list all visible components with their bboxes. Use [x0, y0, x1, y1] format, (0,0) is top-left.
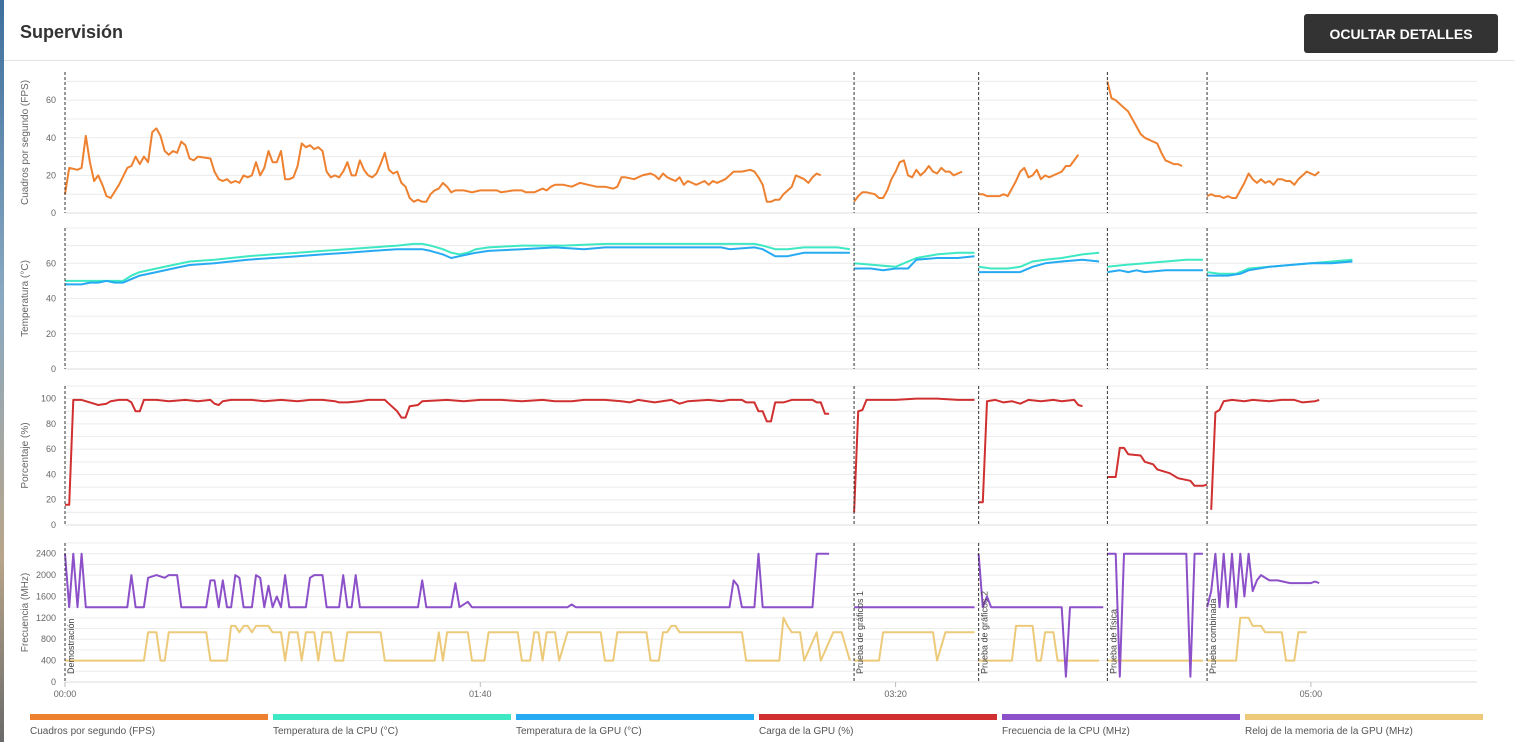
series-line-cpu-temp [978, 251, 1100, 270]
test-marker-label: Demostración [66, 618, 76, 674]
series-line-gpu-mem-clock [1207, 616, 1307, 662]
y-tick-label: 60 [46, 444, 56, 454]
y-tick-label: 20 [46, 170, 56, 180]
page-title: Supervisión [20, 22, 124, 42]
series-line-fps [64, 127, 822, 203]
legend-swatch [759, 714, 997, 720]
y-tick-label: 1600 [36, 591, 56, 601]
legend-swatch [516, 714, 754, 720]
y-tick-label: 20 [46, 329, 56, 339]
series-line-gpu-load [978, 398, 1083, 504]
y-axis-label: Frecuencia (MHz) [20, 573, 31, 652]
test-marker-label: Prueba de gráficos 2 [980, 591, 990, 674]
legend-label: Reloj de la memoria de la GPU (MHz) [1245, 726, 1413, 737]
y-tick-label: 80 [46, 419, 56, 429]
test-marker-label: Prueba de gráficos 1 [855, 591, 865, 674]
series-line-gpu-temp [978, 258, 1100, 274]
y-axis-label: Porcentaje (%) [20, 422, 31, 488]
x-tick-label: 00:00 [54, 689, 77, 699]
y-tick-label: 800 [41, 634, 56, 644]
legend-item-gpu-temp[interactable]: Temperatura de la GPU (°C) [516, 714, 754, 742]
series-line-fps [853, 159, 963, 203]
background-edge [0, 0, 4, 742]
y-tick-label: 100 [41, 394, 56, 404]
y-axis-label: Cuadros por segundo (FPS) [20, 80, 31, 205]
legend-item-fps[interactable]: Cuadros por segundo (FPS) [30, 714, 268, 742]
series-line-cpu-temp [1107, 258, 1203, 268]
y-tick-label: 400 [41, 656, 56, 666]
hide-details-button[interactable]: OCULTAR DETALLES [1304, 14, 1498, 53]
y-tick-label: 0 [51, 677, 56, 687]
legend-swatch [1002, 714, 1240, 720]
series-line-gpu-temp [1207, 260, 1353, 277]
y-tick-label: 0 [51, 364, 56, 374]
legend-label: Temperatura de la GPU (°C) [516, 726, 642, 737]
y-tick-label: 40 [46, 469, 56, 479]
series-line-gpu-temp [65, 246, 850, 286]
y-tick-label: 0 [51, 208, 56, 218]
legend-item-gpu-load[interactable]: Carga de la GPU (%) [759, 714, 997, 742]
series-line-gpu-mem-clock [65, 616, 851, 662]
series-line-gpu-load [853, 397, 975, 513]
series-line-gpu-temp [854, 255, 975, 272]
series-line-cpu-freq [64, 552, 830, 609]
y-tick-label: 40 [46, 133, 56, 143]
y-tick-label: 40 [46, 294, 56, 304]
series-line-fps [978, 154, 1080, 198]
x-tick-label: 03:20 [884, 689, 907, 699]
monitoring-chart: 0 20 40 60 Cuadros por segundo (FPS) 0 20 40 60 T… [20, 72, 1477, 699]
test-marker-label: Prueba combinada [1208, 598, 1218, 674]
y-tick-label: 2400 [36, 549, 56, 559]
legend-label: Frecuencia de la CPU (MHz) [1002, 726, 1130, 737]
y-tick-label: 60 [46, 95, 56, 105]
series-line-cpu-freq [1107, 552, 1203, 678]
legend-label: Temperatura de la CPU (°C) [273, 726, 399, 737]
legend-swatch [273, 714, 511, 720]
series-line-gpu-mem-clock [854, 631, 975, 662]
series-line-gpu-load [1107, 446, 1208, 487]
series-line-cpu-freq [1206, 552, 1320, 609]
legend-label: Cuadros por segundo (FPS) [30, 726, 156, 737]
test-marker-label: Prueba de física [1108, 609, 1118, 674]
series-line-gpu-load [1210, 398, 1320, 510]
series-line-fps [1106, 81, 1183, 167]
y-tick-label: 20 [46, 495, 56, 505]
series-line-gpu-load [65, 398, 830, 506]
y-tick-label: 2000 [36, 570, 56, 580]
y-tick-label: 60 [46, 258, 56, 268]
legend-item-cpu-freq[interactable]: Frecuencia de la CPU (MHz) [1002, 714, 1240, 742]
legend-label: Carga de la GPU (%) [759, 726, 854, 737]
y-axis-label: Temperatura (°C) [20, 260, 31, 337]
legend-item-cpu-temp[interactable]: Temperatura de la CPU (°C) [273, 714, 511, 742]
series-line-fps [1206, 170, 1320, 199]
x-tick-label: 05:00 [1300, 689, 1323, 699]
legend-swatch [1245, 714, 1483, 720]
legend-swatch [30, 714, 268, 720]
series-line-cpu-freq [977, 553, 1104, 678]
y-tick-label: 0 [51, 520, 56, 530]
series-line-cpu-temp [65, 242, 851, 282]
series-line-cpu-temp [854, 251, 975, 268]
series-line-gpu-temp [1107, 269, 1203, 274]
legend: Cuadros por segundo (FPS) Temperatura de… [30, 714, 1490, 742]
header: Supervisión OCULTAR DETALLES [4, 0, 1515, 61]
y-tick-label: 1200 [36, 613, 56, 623]
series-line-gpu-mem-clock [978, 624, 1100, 662]
legend-item-gpu-mem-clock[interactable]: Reloj de la memoria de la GPU (MHz) [1245, 714, 1483, 742]
x-tick-label: 01:40 [469, 689, 492, 699]
